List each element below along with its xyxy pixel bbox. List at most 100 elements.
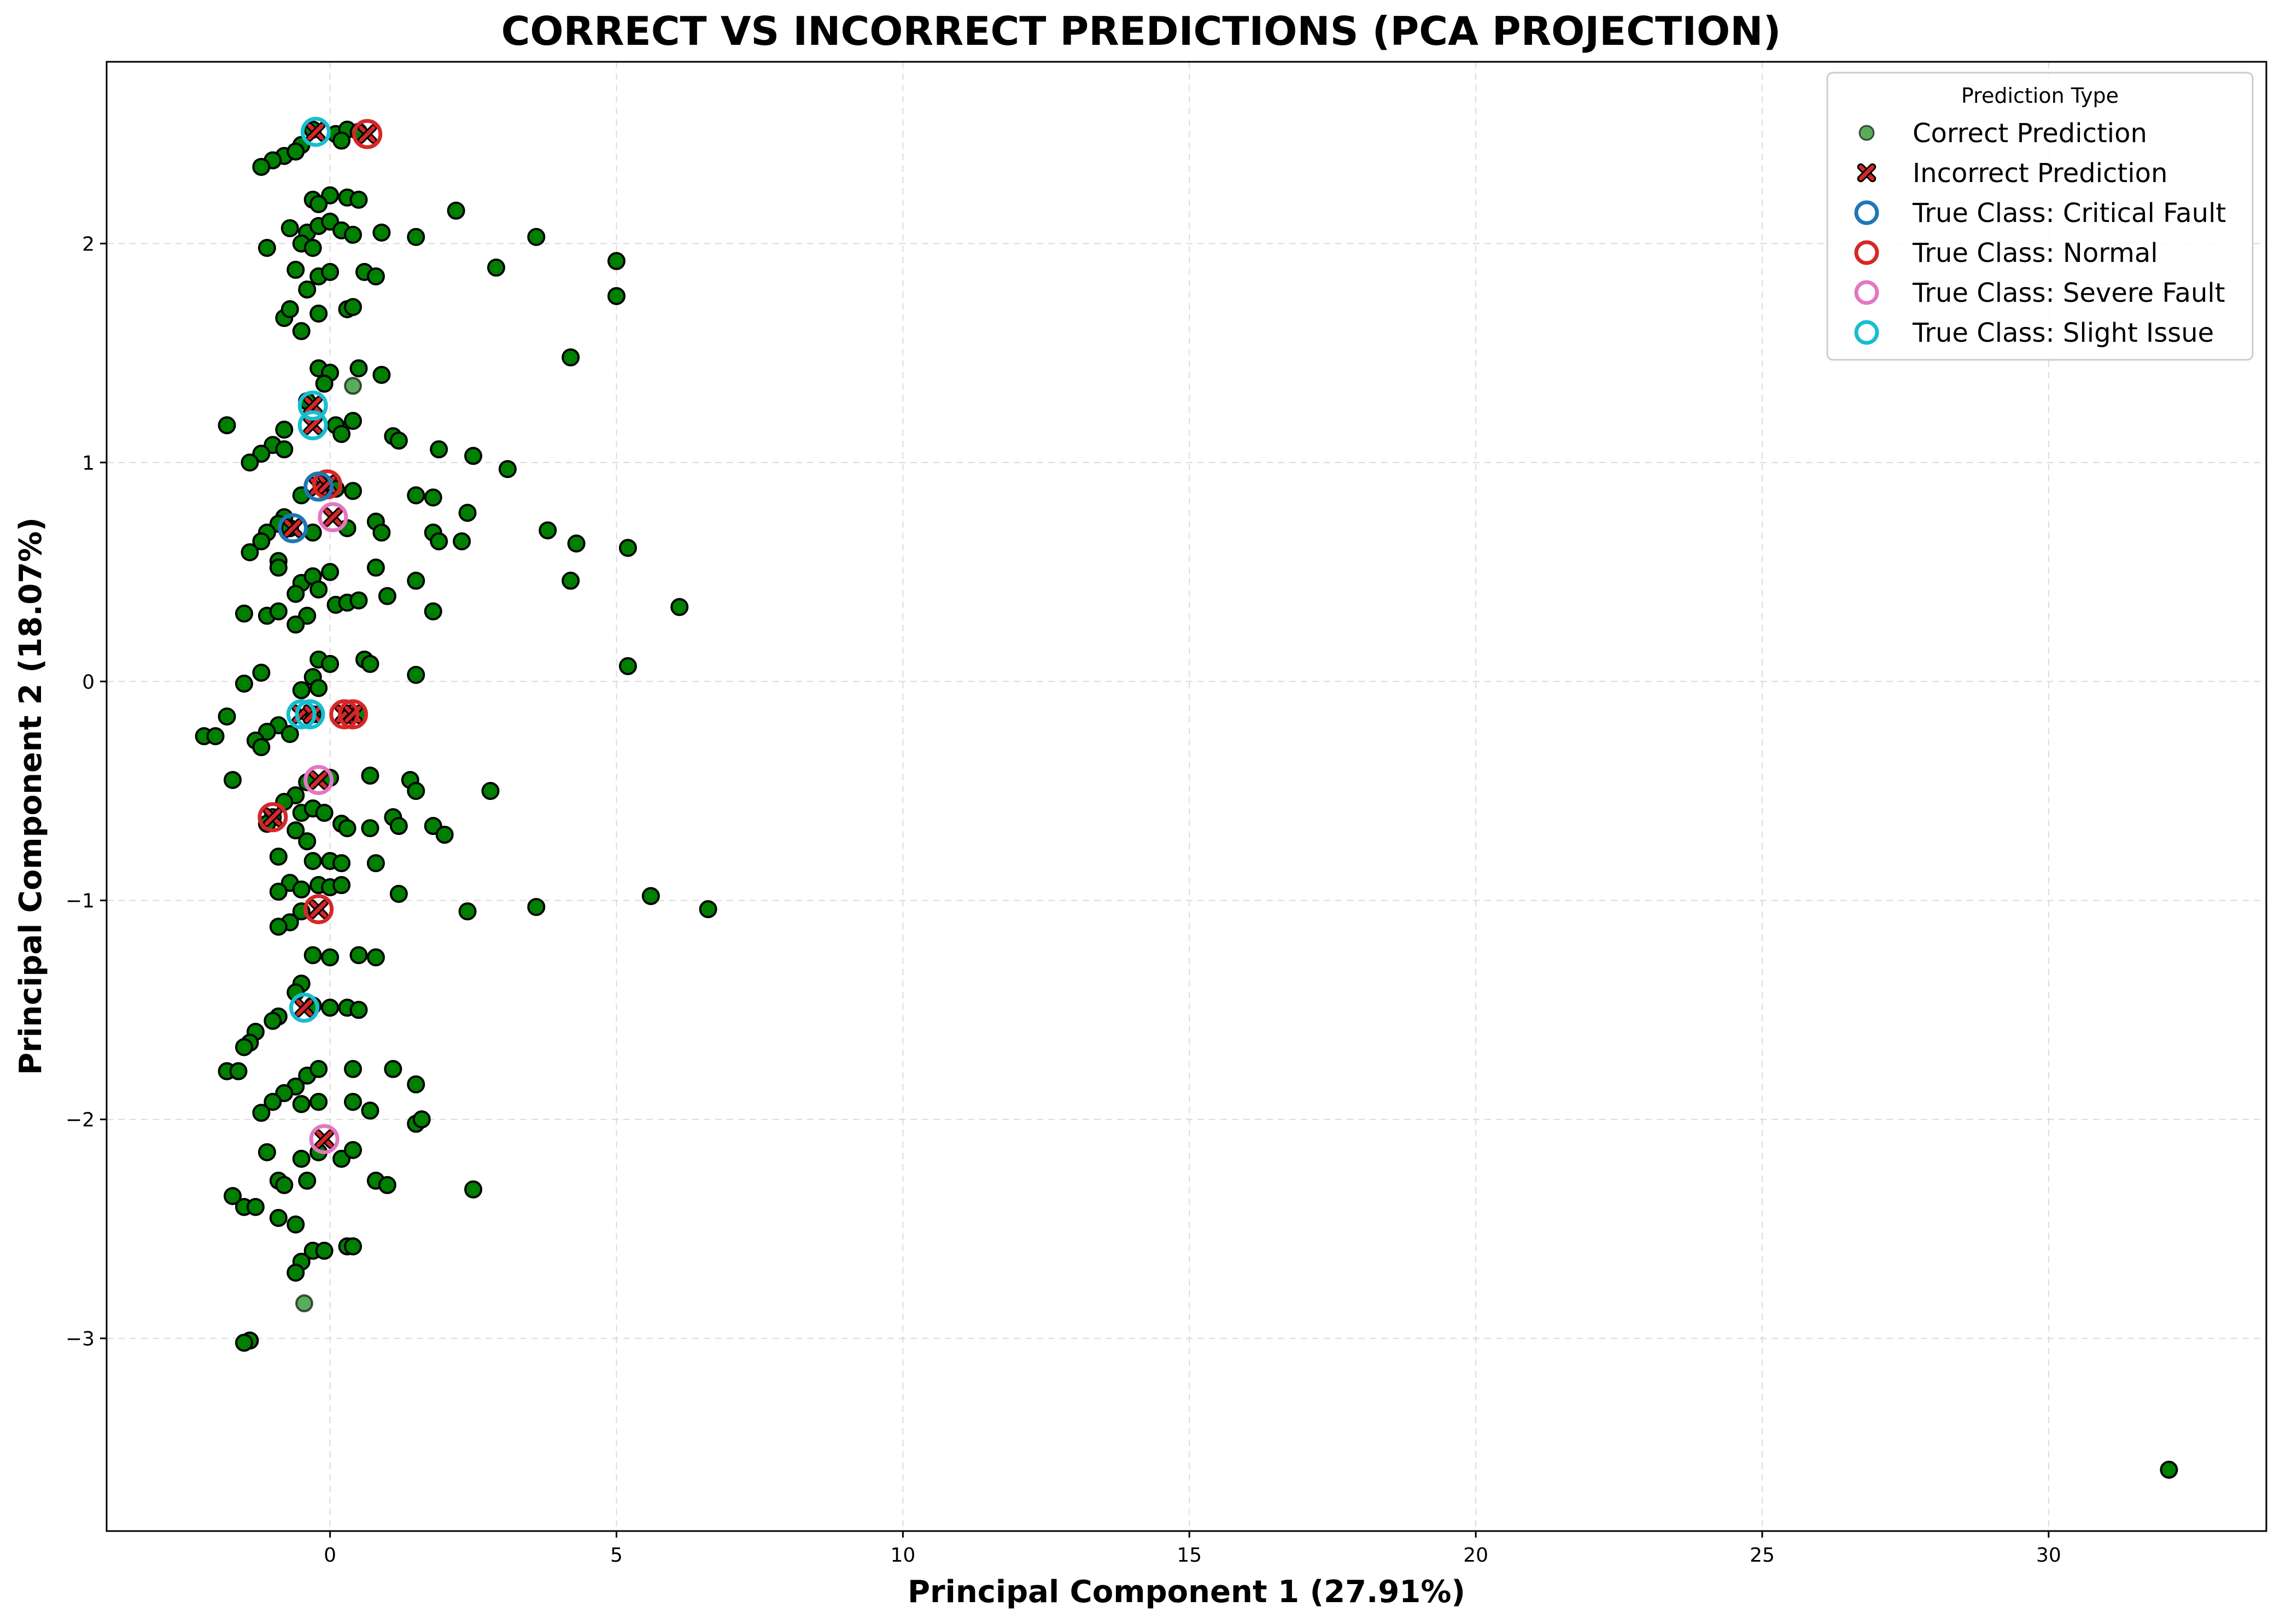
correct-prediction-point	[389, 817, 408, 836]
correct-prediction-point	[252, 157, 271, 176]
correct-prediction-point	[321, 262, 340, 281]
correct-prediction-point	[309, 195, 328, 213]
correct-prediction-point	[258, 238, 276, 257]
correct-prediction-point	[618, 657, 637, 675]
correct-prediction-point	[344, 298, 363, 317]
correct-prediction-point	[252, 663, 271, 682]
correct-prediction-point	[527, 227, 546, 246]
correct-prediction-point	[366, 267, 385, 285]
correct-prediction-point	[407, 781, 425, 800]
correct-prediction-point	[464, 1180, 483, 1199]
correct-prediction-point	[269, 558, 288, 577]
true-class-ring	[297, 410, 328, 441]
x-tick-label: 25	[1750, 1544, 1775, 1567]
correct-prediction-point	[384, 1060, 402, 1078]
x-mark-stroke	[307, 124, 324, 141]
correct-prediction-point	[389, 431, 408, 450]
x-mark-stroke	[305, 397, 321, 414]
true-class-ring	[329, 699, 360, 729]
true-class-ring	[338, 699, 369, 729]
correct-prediction-point	[224, 1187, 242, 1205]
legend-entry-label: True Class: Normal	[1912, 238, 2158, 268]
correct-prediction-point	[607, 252, 625, 270]
correct-prediction-point	[458, 902, 477, 921]
correct-prediction-point	[252, 1103, 271, 1122]
true-class-ring	[297, 390, 328, 421]
chart-title: CORRECT VS INCORRECT PREDICTIONS (PCA PR…	[501, 8, 1781, 54]
correct-prediction-point	[453, 532, 471, 551]
correct-prediction-point	[344, 412, 363, 430]
correct-prediction-point	[349, 359, 368, 378]
correct-prediction-point	[298, 1171, 317, 1190]
y-tick-label: −2	[66, 1109, 95, 1131]
correct-prediction-point	[407, 1075, 425, 1094]
correct-prediction-point	[264, 1093, 282, 1111]
correct-prediction-point	[252, 532, 271, 551]
plot-frame	[106, 61, 2267, 1532]
correct-prediction-point	[424, 488, 442, 507]
y-tick-label: −3	[66, 1328, 95, 1351]
correct-prediction-point	[412, 1110, 431, 1129]
y-tick-label: 1	[82, 452, 95, 475]
correct-prediction-point	[224, 770, 242, 789]
correct-prediction-point	[567, 534, 586, 553]
x-mark-stroke	[316, 1131, 333, 1148]
correct-prediction-point	[292, 1095, 311, 1113]
true-class-ring	[286, 699, 317, 729]
true-class-ring	[289, 992, 319, 1023]
correct-prediction-point	[241, 453, 259, 472]
correct-prediction-point	[292, 1149, 311, 1168]
correct-prediction-point	[315, 1241, 334, 1260]
correct-prediction-point	[372, 523, 391, 542]
true-class-ring	[303, 471, 334, 502]
x-tick-label: 5	[610, 1544, 623, 1567]
correct-prediction-point	[349, 190, 368, 209]
correct-prediction-point	[280, 219, 299, 237]
correct-prediction-point	[303, 238, 322, 257]
correct-prediction-point	[344, 1141, 363, 1159]
correct-prediction-point	[407, 227, 425, 246]
y-axis-label: Principal Component 2 (18.07%)	[13, 517, 49, 1075]
correct-prediction-point	[218, 416, 236, 435]
correct-prediction-point	[372, 366, 391, 384]
true-class-ring	[309, 1124, 340, 1154]
correct-prediction-point	[349, 1001, 368, 1019]
correct-prediction-point	[407, 486, 425, 505]
correct-prediction-point	[258, 1143, 276, 1161]
x-axis-ticks: 0 5 10 15 20 25 30	[324, 1531, 2061, 1567]
correct-prediction-point	[246, 1197, 265, 1216]
x-mark-stroke	[296, 999, 313, 1016]
incorrect-prediction-point	[357, 124, 377, 144]
correct-prediction-point	[309, 1093, 328, 1111]
correct-prediction-point	[287, 260, 305, 279]
legend-ring-marker	[1854, 200, 1879, 225]
correct-prediction-point	[562, 571, 580, 590]
correct-prediction-point	[481, 781, 500, 800]
correct-prediction-point	[292, 322, 311, 341]
correct-prediction-point	[206, 727, 225, 745]
incorrect-prediction-point	[323, 507, 343, 527]
incorrect-prediction-point	[283, 518, 303, 538]
x-mark-stroke	[310, 772, 327, 788]
correct-prediction-point	[641, 887, 660, 906]
correct-prediction-point	[527, 898, 546, 916]
legend-entry-label: Correct Prediction	[1913, 118, 2147, 149]
legend-ring-marker	[1854, 320, 1879, 345]
correct-prediction-point	[280, 300, 299, 319]
correct-prediction-point	[562, 348, 580, 367]
incorrect-prediction-point	[303, 395, 323, 416]
correct-prediction-point	[295, 1294, 313, 1313]
correct-prediction-point	[303, 852, 322, 871]
correct-prediction-point	[287, 585, 305, 603]
correct-prediction-point	[287, 821, 305, 840]
true-class-ring	[278, 513, 308, 544]
correct-prediction-point	[699, 900, 717, 919]
correct-prediction-point	[280, 725, 299, 743]
correct-prediction-point	[298, 280, 317, 299]
legend: Prediction Type Correct Prediction Incorr…	[1826, 72, 2254, 361]
legend-correct-marker	[1858, 125, 1875, 141]
correct-prediction-point	[2160, 1461, 2178, 1479]
correct-prediction-point	[487, 258, 505, 277]
correct-prediction-point	[275, 440, 294, 459]
correct-prediction-point	[361, 1101, 379, 1120]
